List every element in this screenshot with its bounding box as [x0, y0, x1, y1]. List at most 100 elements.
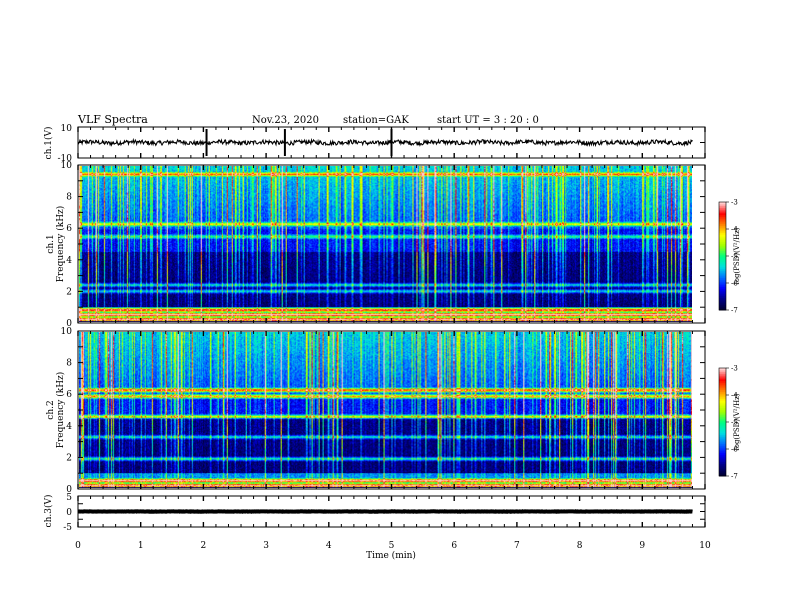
ch2-spectrogram-ylabel-channel: ch.2	[46, 400, 56, 419]
time-axis-tick-label: 5	[389, 541, 395, 551]
time-axis-tick-label: 1	[138, 541, 144, 551]
ch3-waveform-ticks	[77, 495, 706, 528]
time-axis-ticklabels: 0 1 2 3 4 5 6 7 8 9 10	[75, 541, 711, 551]
ch2-spectrogram-colorbar-swatch	[719, 423, 726, 427]
figure-title: VLF Spectra	[77, 113, 148, 126]
ch1-spectrogram-colorbar-swatch	[719, 252, 726, 255]
ch1-spectrogram-colorbar-swatch	[719, 207, 726, 210]
time-axis-label: Time (min)	[366, 550, 416, 561]
ch1-spectrogram-colorbar-swatch	[719, 297, 726, 300]
ch1-spectrogram-colorbar-swatch	[719, 308, 726, 311]
ch2-spectrogram-colorbar-swatch	[719, 416, 726, 419]
ch2-spectrogram-colorbar-swatch	[719, 402, 726, 405]
ch2-spectrogram-colorbar-swatch	[719, 425, 726, 428]
ch2-spectrogram-colorbar-label: -3	[731, 365, 738, 373]
ch1-spectrogram-colorbar-swatch	[719, 274, 726, 277]
ch1-spectrogram-colorbar-swatch	[719, 290, 726, 293]
ch2-spectrogram-pixels	[79, 332, 692, 488]
ch1-spectrogram-ylabel-channel: ch.1	[46, 234, 56, 253]
ch2-spectrogram-colorbar-swatch	[719, 398, 726, 401]
ch2-spectrogram-colorbar-swatch	[719, 422, 726, 425]
ch1-spectrogram-ytick-label: 0	[66, 319, 72, 329]
ch1-spectrogram-colorbar-swatch	[719, 247, 726, 250]
ch1-spectrogram-colorbar-swatch	[719, 227, 726, 230]
ch2-spectrogram-panel: 0 2 4 6 8 10 ch.2 Frequency (kHz) -3 -4 -5 -6 -7 l…	[46, 327, 741, 495]
ch2-spectrogram-colorbar-swatch	[719, 463, 726, 466]
ch1-spectrogram-colorbar-swatch	[719, 270, 726, 273]
ch1-spectrogram-yticklabels: 0 2 4 6 8 10	[61, 161, 73, 329]
ch1-spectrogram-colorbar-swatch	[719, 230, 726, 234]
ch2-spectrogram-ytick-label: 6	[66, 390, 72, 400]
ch2-spectrogram-colorbar-label: -7	[731, 473, 738, 481]
ch1-spectrogram-colorbar-swatch	[719, 257, 726, 261]
ch2-spectrogram-colorbar-label: -6	[731, 446, 738, 454]
ch2-spectrogram-colorbar-swatch	[719, 458, 726, 461]
ch1-spectrogram-colorbar-swatch	[719, 259, 726, 262]
ch1-spectrogram-colorbar-swatch	[719, 272, 726, 275]
ch2-spectrogram-colorbar-swatch	[719, 414, 726, 418]
ch2-spectrogram-colorbar-swatch	[719, 391, 726, 394]
ch1-waveform-line	[77, 137, 693, 148]
ch2-spectrogram-colorbar-swatch	[719, 420, 726, 423]
ch2-spectrogram-colorbar-swatch	[719, 450, 726, 454]
time-axis-tick-label: 8	[577, 541, 583, 551]
ch1-spectrogram-colorbar-swatch	[719, 234, 726, 237]
ch1-spectrogram-colorbar-swatch	[719, 250, 726, 253]
ch1-spectrogram-colorbar-swatch	[719, 281, 726, 284]
ch2-spectrogram-colorbar-swatch	[719, 459, 726, 463]
ch3-ytick-bottom: -5	[63, 523, 72, 533]
ch1-spectrogram-colorbar-swatch	[719, 295, 726, 298]
ch1-spectrogram-colorbar-swatch	[719, 277, 726, 280]
ch2-spectrogram-colorbar-swatch	[719, 409, 726, 412]
ch2-frequency-label: Frequency (kHz)	[55, 372, 66, 449]
ch1-ytick-bottom: -10	[58, 154, 73, 164]
ch2-spectrogram-colorbar-swatch	[719, 413, 726, 416]
ch1-spectrogram-ytick-label: 10	[61, 161, 73, 171]
ch2-spectrogram-image	[79, 332, 692, 488]
ch2-spectrogram-colorbar-swatch	[719, 449, 726, 452]
ch3-waveform-panel: 5 0 -5 ch.3(V)	[43, 493, 706, 533]
ch1-spectrogram-colorbar-swatch	[719, 263, 726, 266]
ch2-spectrogram-colorbar-swatch	[719, 371, 726, 374]
ch2-spectrogram-colorbar-swatch	[719, 441, 726, 445]
station-label: station=GAK	[343, 115, 409, 126]
ch2-spectrogram-ytick-label: 10	[61, 327, 73, 337]
ch2-spectrogram-ticks	[77, 330, 706, 490]
ch1-waveform-panel: 10 -10 ch.1(V)	[43, 124, 706, 164]
ch1-spectrogram-colorbar-label: -7	[731, 307, 738, 315]
ch2-spectrogram-colorbar-swatch	[719, 378, 726, 382]
ch1-spectrogram-colorbar-label: -3	[731, 199, 738, 207]
ch1-spectrogram-colorbar-swatch	[719, 266, 726, 270]
time-axis-tick-label: 4	[326, 541, 332, 551]
ch2-spectrogram-colorbar-swatch	[719, 470, 726, 473]
ch2-spectrogram-colorbar-swatch	[719, 396, 726, 400]
ch1-spectrogram-colorbar-swatch	[719, 283, 726, 286]
ch2-spectrogram-ytick-label: 8	[66, 359, 72, 369]
ch2-spectrogram-colorbar-swatch	[719, 405, 726, 409]
ch1-spectrogram-colorbar-swatch	[719, 256, 726, 259]
ch2-spectrogram-colorbar-label: -5	[731, 419, 738, 427]
time-axis-tick-label: 3	[263, 541, 269, 551]
ch1-spectrogram-colorbar-swatch	[719, 203, 726, 207]
ch1-spectrogram-ytick-label: 6	[66, 224, 72, 234]
ch1-spectrogram-colorbar-swatch	[719, 265, 726, 268]
ch1-spectrogram-colorbar-swatch	[719, 211, 726, 214]
ch3-ytick-mid: 0	[66, 508, 72, 518]
time-axis-tick-label: 0	[75, 541, 81, 551]
ch2-spectrogram-ylabel-freq: Frequency (kHz)	[55, 372, 66, 449]
ch1-spectrogram-colorbar-swatch	[719, 212, 726, 216]
ch1-spectrogram-ylabel-freq: Frequency (kHz)	[55, 206, 66, 283]
ch2-spectrogram-colorbar-swatch	[719, 465, 726, 468]
ch2-spectrogram-colorbar-swatch	[719, 395, 726, 398]
ch3-waveform-ylabel: ch.3(V)	[43, 495, 54, 528]
ch2-spectrogram-colorbar-swatch	[719, 467, 726, 470]
ch2-spectrogram-colorbar-swatch	[719, 445, 726, 448]
ch1-colorbar: -3 -4 -5 -6 -7 log(PSD)(V²/Hz)	[718, 199, 741, 315]
date-label: Nov.23, 2020	[252, 115, 319, 126]
ch2-spectrogram-colorbar-swatch	[719, 456, 726, 459]
ch1-spectrogram-colorbar-swatch	[719, 302, 726, 306]
ch1-spectrogram-colorbar-swatch	[719, 218, 726, 221]
ch1-spectrogram-colorbar-swatch	[719, 299, 726, 302]
ch1-spectrogram-colorbar-label: -6	[731, 280, 738, 288]
ch1-spectrogram-colorbar-swatch	[719, 243, 726, 246]
